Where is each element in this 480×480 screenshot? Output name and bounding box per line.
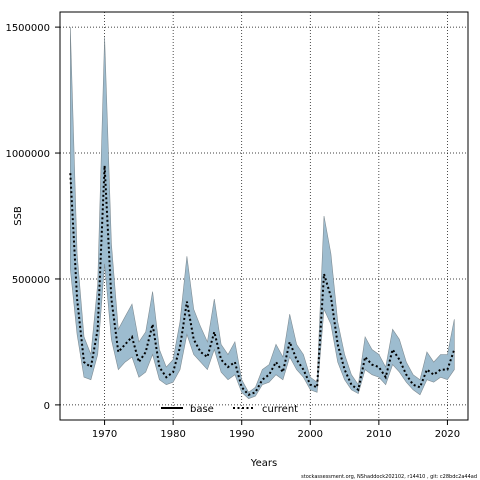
y-tick-label: 500000 [12, 275, 50, 286]
x-tick-label: 2020 [435, 429, 460, 440]
y-axis-label: SSB [13, 206, 24, 226]
confidence-band [70, 27, 455, 399]
footer-credit: stockassessment.org, NShaddock202102, r1… [301, 474, 477, 480]
x-tick-label: 1970 [92, 429, 117, 440]
x-tick-label: 1980 [160, 429, 185, 440]
y-tick-label: 1500000 [5, 23, 50, 34]
x-tick-label: 1990 [229, 429, 254, 440]
y-tick-label: 0 [44, 401, 50, 412]
y-tick-label: 1000000 [5, 149, 50, 160]
x-tick-label: 2010 [366, 429, 391, 440]
y-axis-ticks: 0 500000 1000000 1500000 [5, 23, 60, 412]
x-axis-label: Years [250, 458, 277, 469]
plot-frame [59, 11, 469, 421]
grid-lines [60, 12, 468, 420]
x-tick-label: 2000 [298, 429, 323, 440]
legend-base-label: base [190, 404, 214, 415]
legend-current-label: current [262, 404, 298, 415]
legend: base current [161, 404, 298, 415]
x-axis-ticks: 1970 1980 1990 2000 2010 2020 [92, 420, 460, 440]
